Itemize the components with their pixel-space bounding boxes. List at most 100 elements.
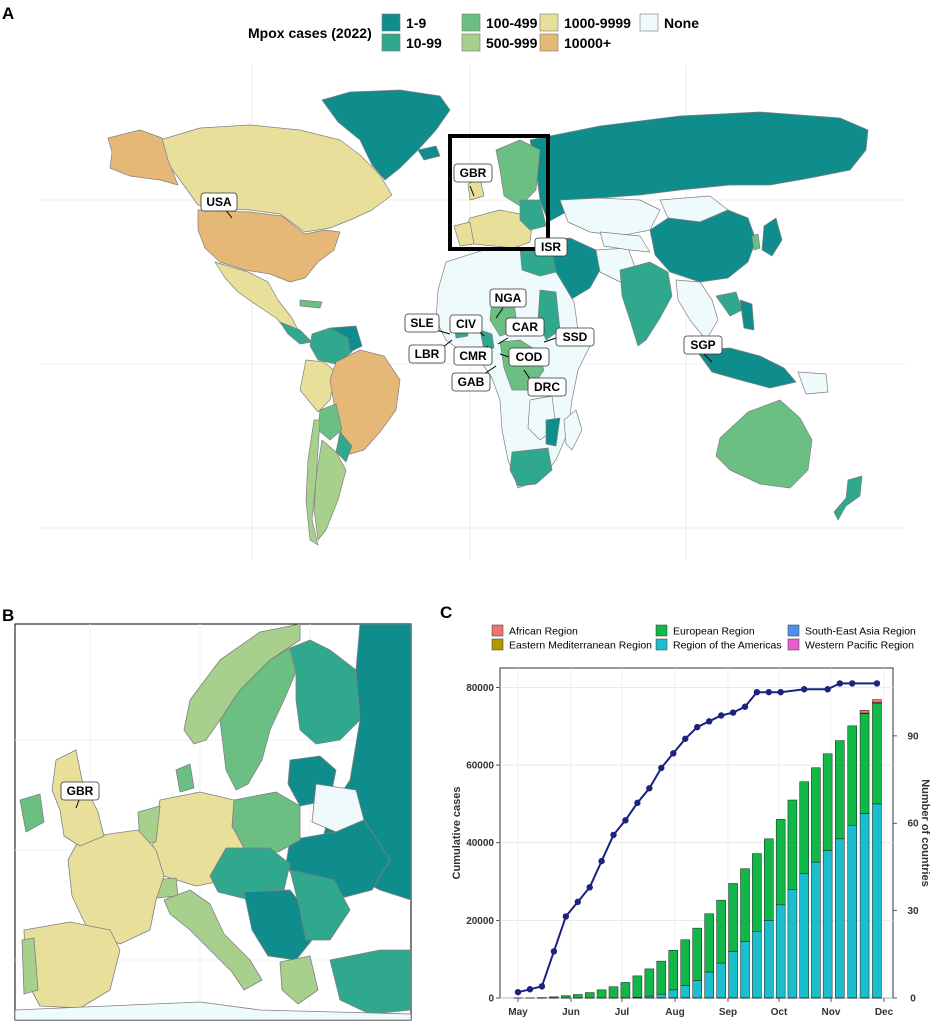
country-mainland-sea: [675, 279, 719, 341]
legend-swatch-4: [539, 13, 559, 32]
legend-swatch-3: [461, 33, 481, 52]
bar-european-region-11: [644, 968, 655, 997]
label-drc: DRC: [527, 377, 567, 397]
countries-line: [517, 682, 877, 994]
countries-point-23: [800, 686, 808, 693]
countries-point-0: [514, 988, 522, 996]
label-gbr: GBR: [453, 163, 493, 183]
bar-european-region-25: [811, 767, 821, 863]
chart-axes: 0 20000 40000 60000 80000 0 30 60 90 May Jun Jul Aug…: [451, 683, 930, 1018]
legend-swatch-6: [639, 13, 659, 32]
bar-european-region-12: [656, 960, 667, 995]
chart-legend-swatch-1: [491, 638, 504, 651]
chart-legend-swatch-3: [655, 638, 668, 651]
svg-text:USA: USA: [206, 195, 232, 209]
label-gab: GAB: [451, 372, 491, 392]
chart-legend-swatch-5: [787, 638, 800, 651]
chart-line-layer: [514, 680, 881, 996]
countries-point-13: [670, 750, 677, 757]
svg-text:GAB: GAB: [458, 375, 485, 389]
bar-region-of-the-americas-21: [764, 920, 774, 999]
bar-european-region-10: [632, 975, 643, 998]
label-ssd: SSD: [555, 327, 595, 347]
countries-point-21: [765, 688, 772, 696]
y-tick-label-4: 80000: [466, 683, 494, 694]
bar-region-of-the-americas-17: [716, 962, 726, 999]
countries-point-26: [849, 680, 856, 687]
svg-text:ISR: ISR: [541, 240, 561, 254]
chart-legend-label-1: Eastern Mediterranean Region: [509, 640, 652, 652]
countries-point-17: [717, 712, 725, 719]
countries-point-10: [634, 799, 641, 807]
bar-european-region-19: [740, 868, 750, 942]
country-iceland: [417, 145, 441, 161]
label-lbr: LBR: [408, 344, 446, 364]
bar-region-of-the-americas-30: [872, 803, 882, 999]
x-tick-label-4: Sep: [719, 1007, 737, 1018]
bar-european-region-26: [822, 753, 833, 851]
countries-point-7: [598, 857, 605, 865]
chart-legend-label-3: Region of the Americas: [673, 640, 782, 652]
svg-text:LBR: LBR: [415, 347, 440, 361]
y2-tick-label-0: 0: [910, 994, 916, 1005]
europe-denmark: [175, 763, 195, 793]
countries-point-20: [753, 688, 761, 696]
country-eastern-europe: [519, 199, 547, 231]
bar-region-of-the-americas-14: [680, 985, 691, 999]
bar-european-region-22: [775, 819, 786, 906]
y-tick-label-3: 60000: [466, 761, 494, 772]
countries-point-12: [658, 764, 665, 772]
bar-region-of-the-americas-13: [668, 989, 679, 999]
country-peru: [299, 359, 337, 413]
y2-axis-title: Number of countries: [919, 779, 930, 887]
legend-swatch-0: [381, 13, 401, 32]
europe-portugal: [21, 937, 39, 995]
country-australia: [715, 399, 813, 489]
x-tick-label-2: Jul: [615, 1007, 630, 1018]
country-brazil: [329, 349, 401, 455]
panel-c-letter: C: [440, 603, 452, 622]
countries-point-11: [646, 785, 653, 792]
svg-text:DRC: DRC: [534, 380, 560, 394]
legend-swatch-2: [461, 13, 481, 32]
panel-b-letter: B: [2, 606, 14, 625]
panel-a-world-map: A Mpox cases (2022) 1-9 10-99 100-499 500-9…: [2, 4, 905, 560]
label-cod: COD: [508, 347, 550, 367]
europe-ireland: [19, 793, 45, 833]
bar-european-region-28: [847, 725, 857, 826]
chart-legend-label-4: South-East Asia Region: [805, 626, 916, 638]
country-madagascar: [563, 409, 583, 451]
bar-region-of-the-americas-26: [822, 850, 833, 999]
countries-point-27: [873, 680, 881, 687]
legend-label-4: 1000-9999: [564, 15, 631, 31]
country-indonesia: [695, 347, 797, 389]
legend-label-2: 100-499: [486, 15, 538, 31]
chart-legend-swatch-2: [655, 624, 668, 637]
europe-france: [67, 829, 165, 945]
bar-european-region-24: [799, 781, 809, 875]
panel-b-europe-map: B: [2, 606, 412, 1021]
label-sgp: SGP: [683, 335, 723, 355]
label-nga: NGA: [489, 288, 527, 308]
label-usa: USA: [200, 192, 238, 212]
country-venezuela: [329, 325, 363, 353]
legend-label-3: 500-999: [486, 35, 538, 51]
chart-legend-swatch-4: [787, 624, 800, 637]
label-civ: CIV: [449, 314, 483, 334]
countries-point-3: [550, 948, 558, 955]
country-central-america: [279, 321, 313, 345]
countries-point-16: [705, 718, 713, 725]
bar-african-region-29: [859, 710, 870, 714]
countries-point-5: [574, 898, 581, 906]
countries-point-4: [562, 913, 570, 920]
label-car: CAR: [505, 317, 545, 337]
bar-european-region-29: [859, 713, 870, 814]
country-philippines: [739, 299, 755, 331]
bar-african-region-30: [872, 699, 882, 703]
svg-text:SGP: SGP: [690, 338, 715, 352]
bar-european-region-6: [584, 992, 595, 999]
bar-european-region-18: [728, 883, 738, 952]
europe-poland: [231, 791, 301, 853]
panel-c-chart: C African Region Eastern Mediterranean Re…: [440, 603, 930, 1018]
map-country-labels: USA GBR ISR NGA SLE CIV: [200, 163, 723, 397]
